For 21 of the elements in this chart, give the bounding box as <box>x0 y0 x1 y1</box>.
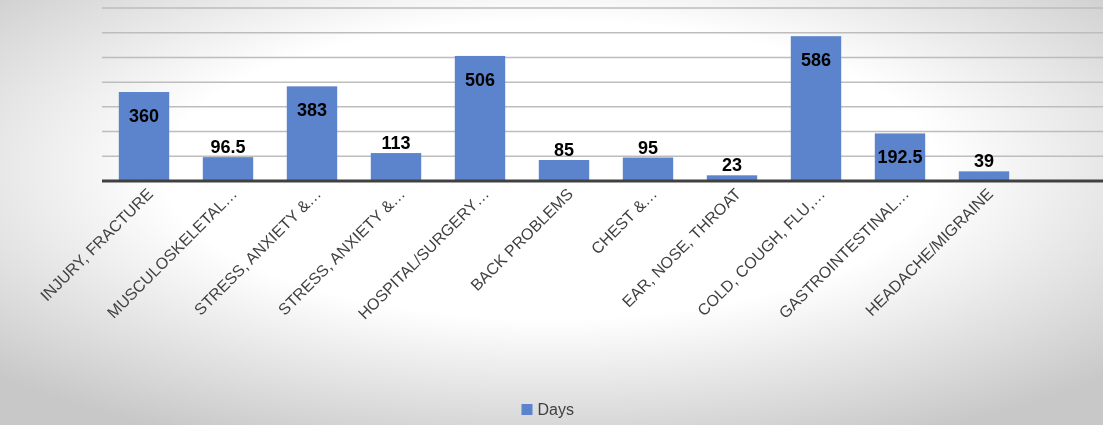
data-label: 360 <box>128 106 160 127</box>
data-label: 192.5 <box>877 147 923 168</box>
bar <box>622 157 674 181</box>
data-label: 113 <box>381 133 411 154</box>
bar <box>958 171 1010 181</box>
bar <box>454 55 506 181</box>
bar <box>286 86 338 181</box>
bar <box>202 157 254 181</box>
legend-label: Days <box>537 401 574 418</box>
data-label: 95 <box>637 137 659 158</box>
bar <box>538 159 590 181</box>
data-label: 506 <box>464 69 496 90</box>
bar <box>790 36 842 181</box>
data-label: 85 <box>553 139 575 160</box>
data-label: 39 <box>973 151 995 172</box>
data-label: 586 <box>800 50 832 71</box>
bar <box>118 92 170 181</box>
bar <box>370 153 422 181</box>
data-label: 383 <box>296 100 328 121</box>
data-label: 96.5 <box>210 137 246 158</box>
data-label: 23 <box>721 155 743 176</box>
